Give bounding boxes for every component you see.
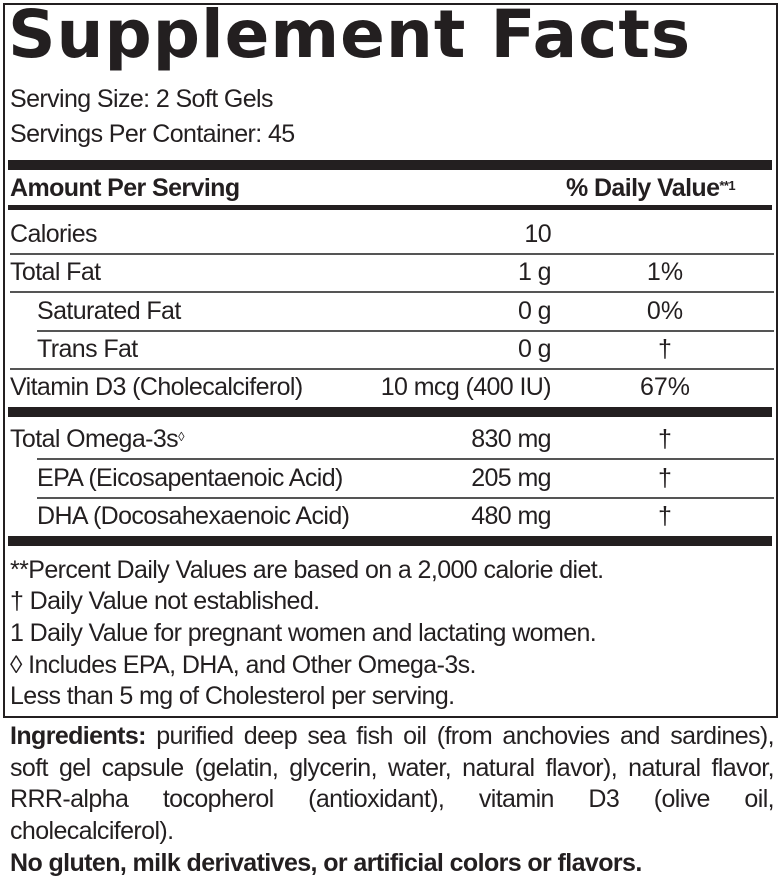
thick-divider (8, 160, 772, 170)
footnote: **Percent Daily Values are based on a 2,… (10, 556, 604, 584)
nutrient-amount: 0 g (518, 335, 552, 363)
diamond-mark: ◊ (178, 429, 184, 444)
row-divider (37, 330, 774, 332)
nutrient-row: Total Omega-3s◊ 830 mg † (0, 424, 782, 454)
omega-name: Total Omega-3s (10, 425, 179, 453)
nutrient-dv: 0% (646, 297, 684, 325)
nutrient-name: Saturated Fat (37, 297, 181, 325)
daily-value-header: % Daily Value**1 (566, 173, 736, 203)
nutrient-row: Saturated Fat 0 g 0% (0, 296, 782, 326)
nutrient-name: EPA (Eicosapentaenoic Acid) (37, 464, 343, 492)
daily-value-mark: **1 (719, 178, 735, 193)
nutrient-dv: † (658, 464, 672, 492)
allergen-statement: No gluten, milk derivatives, or artifici… (10, 849, 642, 877)
serving-size: Serving Size: 2 Soft Gels (10, 85, 274, 113)
footnote: Less than 5 mg of Cholesterol per servin… (10, 682, 455, 710)
nutrient-amount: 10 (524, 220, 551, 248)
nutrient-amount: 1 g (518, 258, 552, 286)
nutrient-amount: 830 mg (471, 425, 551, 453)
nutrient-name: Total Omega-3s◊ (10, 424, 184, 454)
nutrient-row: Calories 10 (0, 219, 782, 249)
nutrient-dv: 67% (639, 373, 691, 401)
daily-value-label: % Daily Value (566, 174, 720, 202)
nutrient-row: DHA (Docosahexaenoic Acid) 480 mg † (0, 501, 782, 531)
footnote: † Daily Value not established. (10, 587, 320, 615)
nutrient-dv: † (658, 335, 672, 363)
medium-divider (8, 205, 772, 210)
row-divider (10, 368, 774, 370)
footnote: 1 Daily Value for pregnant women and lac… (10, 619, 597, 647)
nutrient-name: Total Fat (10, 258, 101, 286)
nutrient-name: Trans Fat (37, 335, 138, 363)
row-divider (37, 497, 774, 499)
nutrient-name: Calories (10, 220, 98, 248)
nutrient-name: DHA (Docosahexaenoic Acid) (37, 502, 350, 530)
ingredients-label: Ingredients: (10, 722, 146, 750)
servings-per-container: Servings Per Container: 45 (10, 120, 295, 148)
panel-title: Supplement Facts (8, 0, 692, 73)
nutrient-row: Vitamin D3 (Cholecalciferol) 10 mcg (400… (0, 372, 782, 402)
nutrient-dv: 1% (646, 258, 684, 286)
nutrient-row: Trans Fat 0 g † (0, 334, 782, 364)
nutrient-dv: † (658, 425, 672, 453)
thick-divider (8, 536, 772, 546)
nutrient-amount: 0 g (518, 297, 552, 325)
supplement-facts-panel (3, 3, 778, 718)
thick-divider (8, 407, 772, 417)
nutrient-row: Total Fat 1 g 1% (0, 257, 782, 287)
nutrient-row: EPA (Eicosapentaenoic Acid) 205 mg † (0, 463, 782, 493)
nutrient-amount: 480 mg (471, 502, 551, 530)
nutrient-dv: † (658, 502, 672, 530)
row-divider (10, 253, 774, 255)
ingredients: Ingredients: purified deep sea fish oil … (10, 721, 775, 847)
row-divider (37, 458, 774, 460)
nutrient-name: Vitamin D3 (Cholecalciferol) (10, 373, 303, 401)
amount-per-serving-header: Amount Per Serving (10, 174, 240, 202)
footnote: ◊ Includes EPA, DHA, and Other Omega-3s. (10, 651, 476, 679)
ingredients-text: purified deep sea fish oil (from anchovi… (10, 722, 775, 845)
nutrient-amount: 205 mg (471, 464, 551, 492)
row-divider (10, 291, 774, 293)
nutrient-amount: 10 mcg (400 IU) (380, 373, 552, 401)
